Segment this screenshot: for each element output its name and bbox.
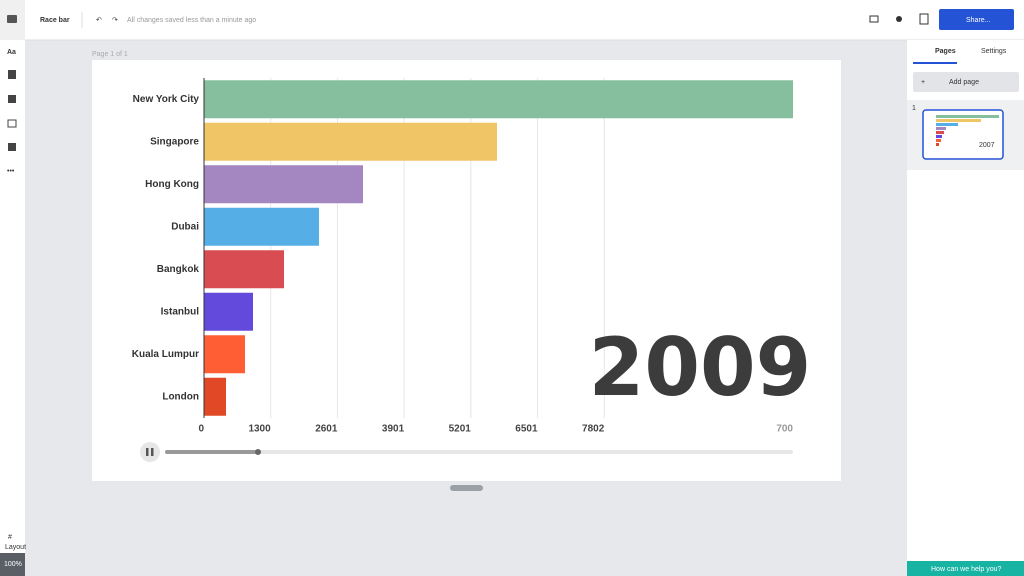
- slider-thumb[interactable]: [255, 449, 261, 455]
- bar: [204, 250, 284, 289]
- zoom-box[interactable]: [0, 553, 25, 576]
- x-tick-label: 7802: [582, 424, 605, 435]
- chart-tool[interactable]: [8, 70, 16, 79]
- collab-icon[interactable]: [896, 16, 902, 22]
- help-bar[interactable]: [907, 561, 1024, 576]
- thumb-bar: [936, 143, 939, 146]
- thumb-bar: [936, 127, 946, 130]
- x-tick-label: 1300: [248, 424, 271, 435]
- thumb-number: 1: [912, 105, 916, 112]
- bar: [204, 165, 363, 204]
- top-bar: [0, 0, 1024, 40]
- x-tick-label: 6501: [515, 424, 538, 435]
- category-label: Kuala Lumpur: [132, 349, 199, 360]
- share-label: Share...: [966, 17, 991, 24]
- pause-icon: [146, 448, 149, 456]
- tab-underline: [913, 62, 957, 64]
- help-label: How can we help you?: [931, 566, 1002, 573]
- x-tick-label: 0: [198, 424, 204, 435]
- x-tick-label: 2601: [315, 424, 338, 435]
- save-status: All changes saved less than a minute ago: [127, 17, 256, 24]
- category-label: Singapore: [150, 136, 199, 147]
- category-label: Hong Kong: [145, 179, 199, 190]
- chart: 0 1300 2601 3901 5201 6501 7802 700 New York Cit…: [132, 78, 793, 435]
- thumb-bar: [936, 131, 944, 134]
- x-tick-label: 3901: [382, 424, 405, 435]
- bar: [204, 122, 498, 161]
- thumb-year: 2007: [979, 142, 995, 149]
- share-button[interactable]: [939, 9, 1014, 30]
- axis-end-label: 700: [776, 424, 793, 435]
- layout-icon[interactable]: #: [8, 534, 12, 541]
- zoom-label: 100%: [4, 561, 22, 568]
- page-thumbnail[interactable]: [922, 109, 1004, 160]
- layout-label: Layout: [5, 544, 26, 551]
- category-label: Dubai: [171, 221, 199, 232]
- pause-button[interactable]: [140, 442, 160, 462]
- tab-pages[interactable]: Pages: [935, 48, 956, 55]
- image-tool[interactable]: [7, 119, 17, 128]
- bar: [204, 335, 245, 374]
- bar: [204, 80, 793, 119]
- text-tool[interactable]: Aa: [7, 49, 16, 56]
- export-icon[interactable]: [919, 13, 929, 25]
- shape-tool[interactable]: [8, 143, 16, 151]
- slider-track[interactable]: [165, 450, 793, 454]
- pause-icon: [151, 448, 154, 456]
- category-label: London: [162, 391, 199, 402]
- thumb-bar: [936, 139, 941, 142]
- more-tool[interactable]: •••: [7, 168, 15, 175]
- category-label: New York City: [133, 94, 200, 105]
- media-tool[interactable]: [8, 95, 16, 103]
- doc-title[interactable]: Race bar: [40, 17, 70, 24]
- x-tick-label: 5201: [449, 424, 472, 435]
- add-page-label: Add page: [949, 79, 979, 86]
- thumb-bar: [936, 119, 981, 122]
- bar: [204, 207, 319, 246]
- bar: [204, 292, 253, 331]
- resize-handle[interactable]: [450, 485, 483, 491]
- category-label: Istanbul: [161, 306, 200, 317]
- thumb-bar: [936, 115, 999, 118]
- tab-settings[interactable]: Settings: [981, 48, 1007, 55]
- bar: [204, 377, 227, 416]
- slider-progress: [165, 450, 258, 454]
- left-sidebar: [0, 40, 25, 576]
- preview-icon[interactable]: [869, 15, 879, 23]
- undo[interactable]: ↶: [96, 17, 102, 24]
- redo[interactable]: ↷: [112, 17, 118, 24]
- thumb-bar: [936, 123, 958, 126]
- year-label: 2009: [589, 321, 812, 414]
- add-page-button[interactable]: [913, 72, 1019, 92]
- category-label: Bangkok: [157, 264, 200, 275]
- page-label: Page 1 of 1: [92, 51, 128, 58]
- thumb-bar: [936, 135, 942, 138]
- home-icon: [7, 15, 17, 23]
- add-icon: +: [921, 79, 925, 86]
